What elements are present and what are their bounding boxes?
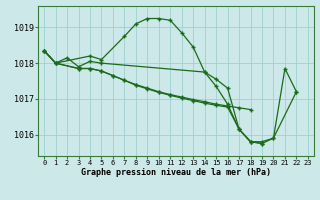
X-axis label: Graphe pression niveau de la mer (hPa): Graphe pression niveau de la mer (hPa) <box>81 168 271 177</box>
